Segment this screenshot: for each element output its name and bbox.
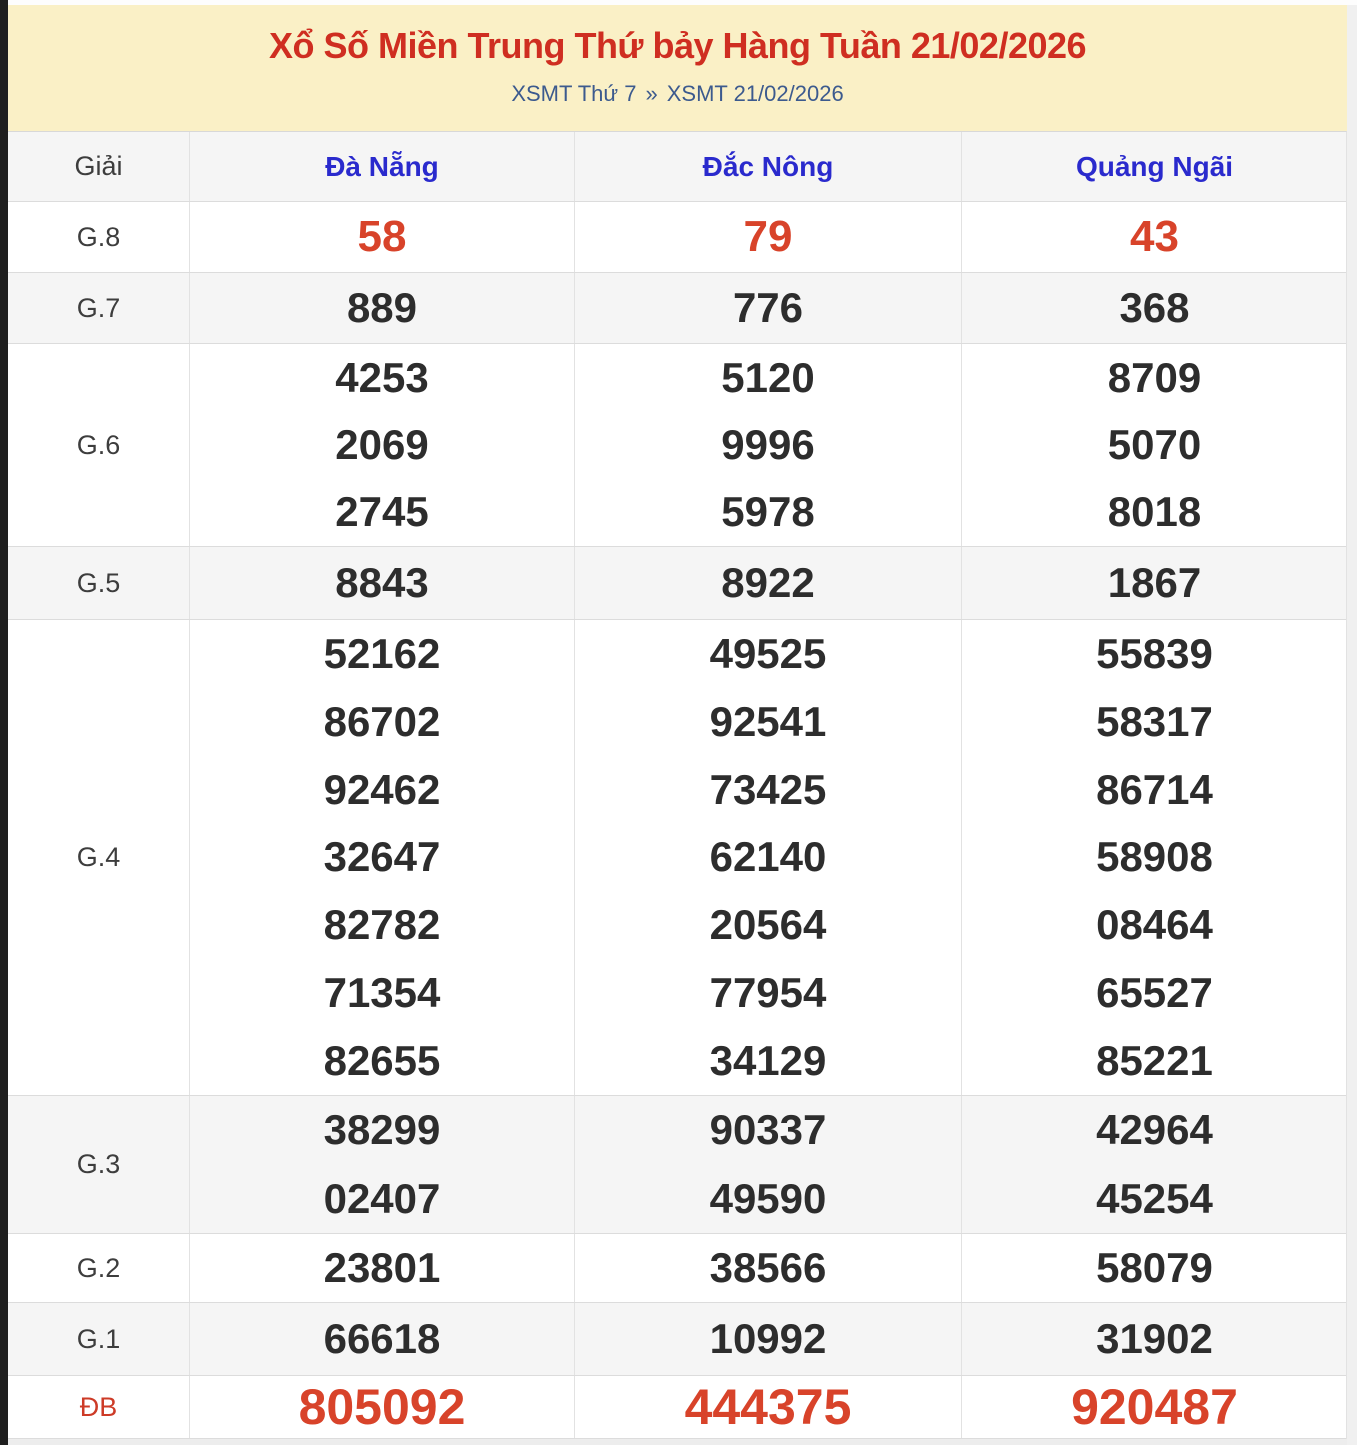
prize-label-g6: G.6 — [76, 429, 121, 460]
result-banner: Xổ Số Miền Trung Thứ bảy Hàng Tuần 21/02… — [8, 5, 1347, 131]
result-number: 42964 — [1096, 1106, 1213, 1154]
prize-label-g4: G.4 — [76, 842, 121, 872]
result-number: 444375 — [684, 1379, 852, 1435]
result-number: 8922 — [721, 559, 815, 606]
result-number: 49525 — [709, 629, 827, 677]
result-number: 62140 — [709, 833, 827, 881]
result-number: 9996 — [721, 420, 815, 468]
result-number: 58079 — [1096, 1244, 1213, 1291]
result-number: 8709 — [1107, 353, 1202, 401]
result-number: 889 — [346, 284, 418, 331]
result-number: 776 — [732, 284, 804, 331]
prize-row-g5: G.5 8843 8922 1867 — [8, 547, 1346, 620]
page-title: Xổ Số Miền Trung Thứ bảy Hàng Tuần 21/02… — [268, 25, 1087, 66]
result-number: 92462 — [323, 765, 441, 813]
result-number: 20564 — [709, 901, 827, 949]
prize-row-g4: G.4 52162 86702 92462 32647 82782 71354 … — [8, 620, 1346, 1096]
prize-label-g7: G.7 — [76, 292, 121, 323]
result-number: 90337 — [709, 1106, 827, 1154]
result-number: 38566 — [709, 1244, 827, 1291]
prize-label-g8: G.8 — [76, 221, 121, 252]
result-number: 55839 — [1096, 629, 1213, 677]
result-number: 52162 — [323, 629, 441, 677]
result-number: 77954 — [709, 969, 827, 1017]
province-header-quang-ngai[interactable]: Quảng Ngãi — [961, 132, 1347, 201]
result-number: 43 — [1130, 212, 1179, 261]
bottom-strip — [8, 1439, 1347, 1445]
top-strip — [8, 0, 1357, 5]
result-number: 82655 — [323, 1036, 441, 1084]
result-number: 58908 — [1096, 833, 1213, 881]
result-number: 85221 — [1096, 1036, 1213, 1084]
prize-row-g6: G.6 4253 2069 2745 5120 9996 5978 8709 5… — [8, 344, 1346, 547]
result-number: 2745 — [335, 488, 429, 536]
result-number: 5070 — [1107, 420, 1202, 468]
result-number: 1867 — [1107, 559, 1202, 606]
prize-label-g1: G.1 — [76, 1323, 121, 1354]
result-number: 79 — [743, 212, 793, 261]
result-number: 34129 — [709, 1036, 827, 1084]
result-number: 86714 — [1096, 765, 1213, 813]
result-number: 38299 — [323, 1106, 441, 1154]
result-number: 73425 — [709, 765, 827, 813]
result-number: 8843 — [335, 559, 429, 606]
result-number: 58 — [357, 212, 407, 261]
prize-label-g3: G.3 — [76, 1149, 121, 1179]
prize-row-g2: G.2 23801 38566 58079 — [8, 1234, 1346, 1303]
result-number: 92541 — [709, 697, 827, 745]
prize-row-g7: G.7 889 776 368 — [8, 273, 1346, 344]
result-number: 32647 — [323, 833, 441, 881]
result-number: 66618 — [323, 1315, 441, 1362]
prize-label-db: ĐB — [79, 1391, 118, 1422]
prize-row-g8: G.8 58 79 43 — [8, 202, 1346, 273]
result-number: 23801 — [323, 1244, 441, 1291]
result-number: 368 — [1119, 284, 1190, 331]
prize-label-g2: G.2 — [76, 1252, 121, 1283]
province-header-dac-nong[interactable]: Đắc Nông — [574, 132, 961, 201]
prize-label-g5: G.5 — [76, 567, 121, 598]
result-number: 82782 — [323, 901, 441, 949]
result-number: 10992 — [709, 1315, 827, 1362]
breadcrumb: XSMT Thứ 7 » XSMT 21/02/2026 — [8, 81, 1347, 107]
result-number: 5978 — [721, 488, 815, 536]
result-number: 8018 — [1107, 488, 1202, 536]
breadcrumb-separator: » — [645, 81, 658, 106]
result-number: 08464 — [1096, 901, 1213, 949]
breadcrumb-link-xsmt-weekday[interactable]: XSMT Thứ 7 — [511, 81, 637, 106]
prize-row-g3: G.3 38299 02407 90337 49590 42964 45254 — [8, 1096, 1346, 1234]
results-table: Giải Đà Nẵng Đắc Nông Quảng Ngãi G.8 58 … — [8, 131, 1347, 1439]
result-number: 805092 — [298, 1379, 466, 1435]
content-area: Xổ Số Miền Trung Thứ bảy Hàng Tuần 21/02… — [8, 5, 1347, 1445]
province-header-da-nang[interactable]: Đà Nẵng — [189, 132, 574, 201]
result-number: 45254 — [1096, 1174, 1213, 1222]
result-number: 2069 — [335, 420, 429, 468]
result-number: 4253 — [335, 353, 429, 401]
result-number: 49590 — [709, 1174, 827, 1222]
result-number: 31902 — [1096, 1315, 1213, 1362]
corner-header: Giải — [74, 151, 123, 181]
result-number: 5120 — [721, 353, 815, 401]
table-header-row: Giải Đà Nẵng Đắc Nông Quảng Ngãi — [8, 132, 1346, 202]
result-number: 58317 — [1096, 697, 1213, 745]
window-edge-bar — [0, 0, 8, 1445]
breadcrumb-link-xsmt-date[interactable]: XSMT 21/02/2026 — [666, 81, 844, 106]
result-number: 65527 — [1096, 969, 1213, 1017]
result-number: 71354 — [323, 969, 441, 1017]
result-number: 86702 — [323, 697, 441, 745]
prize-row-db: ĐB 805092 444375 920487 — [8, 1376, 1346, 1439]
result-number: 920487 — [1071, 1379, 1238, 1435]
prize-row-g1: G.1 66618 10992 31902 — [8, 1303, 1346, 1376]
result-number: 02407 — [323, 1174, 441, 1222]
